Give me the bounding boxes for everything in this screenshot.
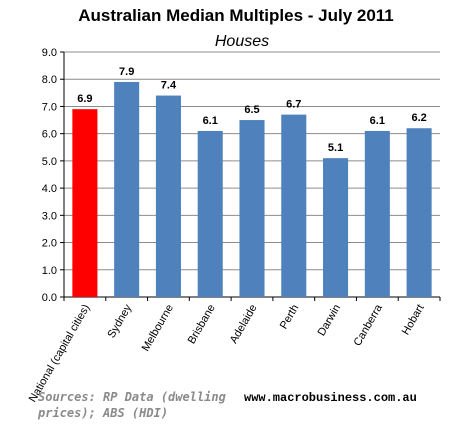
y-tick-label: 3.0 [42,210,57,222]
data-label: 6.1 [203,115,218,127]
data-label: 7.4 [161,80,177,92]
website-credit: www.macrobusiness.com.au [244,391,417,405]
bar [281,114,307,297]
data-label: 6.9 [77,93,92,105]
source-note-line1: Sources: RP Data (dwelling [38,390,226,404]
x-tick-label: Melbourne [140,303,176,354]
chart-title: Australian Median Multiples - July 2011 [78,6,394,25]
y-tick-label: 6.0 [42,129,57,141]
data-label: 6.5 [244,104,259,116]
bar [197,130,223,297]
x-tick-label: Brisbane [186,303,218,347]
data-label: 7.9 [119,66,134,78]
data-label: 6.1 [370,115,385,127]
bar [323,158,349,297]
y-tick-label: 5.0 [42,156,57,168]
y-tick-label: 8.0 [42,74,57,86]
x-tick-label: Perth [278,303,302,332]
x-tick-label: Sydney [106,302,135,340]
source-note-line2: prices); ABS (HDI) [37,406,168,420]
bar [114,81,140,297]
y-tick-label: 9.0 [42,47,57,59]
bar [239,120,265,297]
y-tick-label: 1.0 [42,265,57,277]
x-tick-label: Darwin [316,303,344,339]
bar [406,128,432,297]
y-tick-label: 4.0 [42,183,57,195]
y-tick-label: 2.0 [42,238,57,250]
data-label: 5.1 [328,142,343,154]
y-tick-label: 7.0 [42,101,57,113]
chart-subtitle: Houses [215,33,269,50]
x-tick-label: Hobart [400,303,427,338]
data-label: 6.7 [286,99,301,111]
x-tick-label: Canberra [352,302,386,348]
data-labels: 6.9 7.9 7.4 6.1 6.5 6.7 5.1 6.1 6.2 [77,66,427,154]
y-tick-label: 0.0 [42,292,57,304]
bars [72,81,432,298]
x-tick-label: Adelaide [228,303,260,346]
bar [364,130,390,297]
bar [72,109,98,298]
bar [155,95,181,297]
data-label: 6.2 [411,112,426,124]
